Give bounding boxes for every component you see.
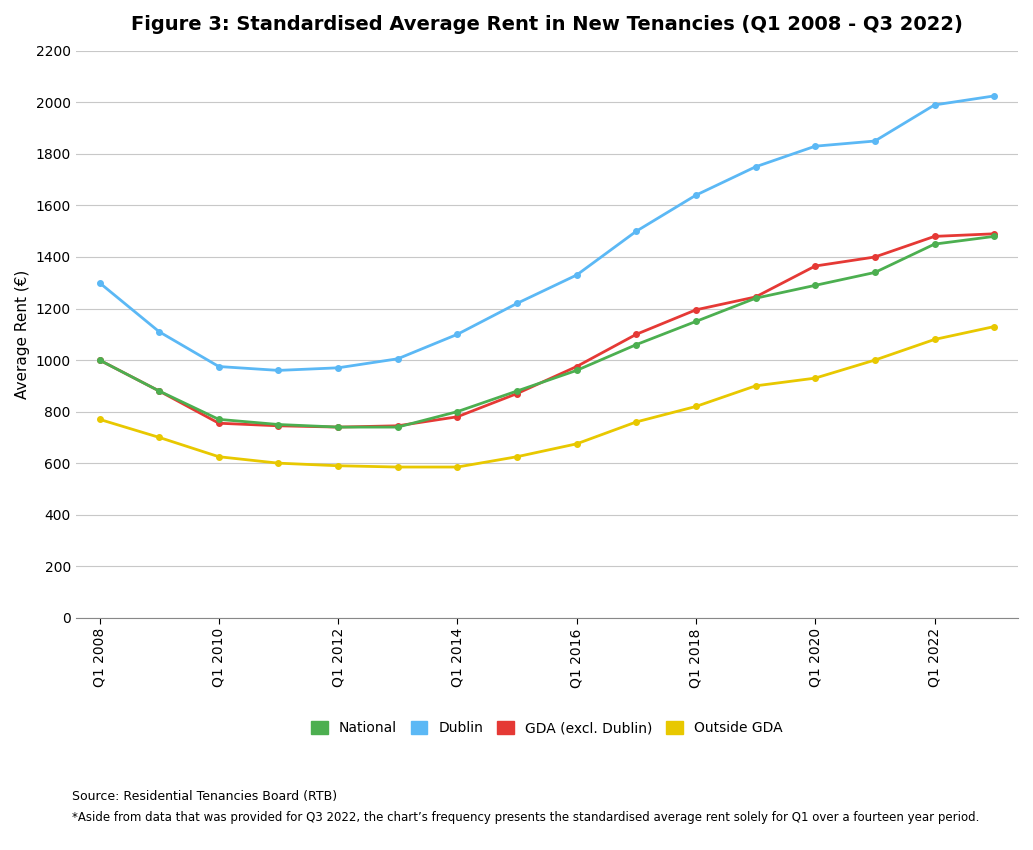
Line: Dublin: Dublin — [97, 94, 997, 373]
Dublin — [929, 99, 941, 110]
Outside GDA — [929, 334, 941, 344]
Dublin — [273, 366, 285, 376]
Dublin — [869, 136, 881, 146]
GDA (excl. Dublin) — [451, 411, 464, 422]
Outside GDA — [749, 381, 761, 391]
National — [510, 386, 523, 396]
National — [570, 366, 583, 376]
GDA (excl. Dublin) — [153, 386, 165, 396]
National — [153, 386, 165, 396]
Dublin — [510, 298, 523, 309]
Outside GDA — [451, 462, 464, 472]
Dublin — [630, 226, 643, 236]
GDA (excl. Dublin) — [929, 231, 941, 241]
Y-axis label: Average Rent (€): Average Rent (€) — [15, 269, 30, 399]
Dublin — [392, 354, 404, 364]
GDA (excl. Dublin) — [749, 292, 761, 302]
GDA (excl. Dublin) — [392, 421, 404, 431]
Outside GDA — [988, 321, 1000, 332]
Text: Source: Residential Tenancies Board (RTB): Source: Residential Tenancies Board (RTB… — [72, 790, 338, 803]
Dublin — [332, 363, 344, 373]
GDA (excl. Dublin) — [510, 388, 523, 399]
GDA (excl. Dublin) — [809, 261, 821, 271]
National — [869, 268, 881, 278]
GDA (excl. Dublin) — [332, 422, 344, 432]
Line: GDA (excl. Dublin): GDA (excl. Dublin) — [97, 231, 997, 430]
Dublin — [690, 190, 702, 201]
Dublin — [988, 91, 1000, 101]
GDA (excl. Dublin) — [630, 329, 643, 339]
Dublin — [451, 329, 464, 339]
Outside GDA — [273, 458, 285, 468]
Outside GDA — [570, 439, 583, 449]
GDA (excl. Dublin) — [988, 229, 1000, 239]
Text: *Aside from data that was provided for Q3 2022, the chart’s frequency presents t: *Aside from data that was provided for Q… — [72, 812, 979, 824]
National — [929, 239, 941, 249]
Title: Figure 3: Standardised Average Rent in New Tenancies (Q1 2008 - Q3 2022): Figure 3: Standardised Average Rent in N… — [131, 15, 963, 34]
Outside GDA — [690, 401, 702, 411]
Dublin — [749, 162, 761, 172]
Dublin — [93, 278, 105, 288]
National — [332, 422, 344, 432]
Outside GDA — [869, 355, 881, 366]
Dublin — [809, 141, 821, 151]
Dublin — [570, 270, 583, 280]
Outside GDA — [153, 433, 165, 443]
Outside GDA — [93, 414, 105, 424]
Outside GDA — [510, 451, 523, 462]
National — [273, 419, 285, 429]
GDA (excl. Dublin) — [690, 305, 702, 315]
National — [93, 355, 105, 366]
Outside GDA — [332, 461, 344, 471]
National — [749, 293, 761, 303]
National — [392, 422, 404, 432]
GDA (excl. Dublin) — [213, 418, 225, 428]
National — [630, 339, 643, 349]
Outside GDA — [809, 373, 821, 383]
National — [213, 414, 225, 424]
Outside GDA — [213, 451, 225, 462]
GDA (excl. Dublin) — [869, 252, 881, 262]
GDA (excl. Dublin) — [93, 355, 105, 366]
Dublin — [213, 361, 225, 371]
National — [451, 406, 464, 416]
GDA (excl. Dublin) — [273, 421, 285, 431]
National — [988, 231, 1000, 241]
Dublin — [153, 326, 165, 337]
National — [809, 280, 821, 291]
Line: Outside GDA: Outside GDA — [97, 324, 997, 470]
National — [690, 316, 702, 326]
Line: National: National — [97, 234, 997, 430]
Outside GDA — [392, 462, 404, 472]
GDA (excl. Dublin) — [570, 361, 583, 371]
Outside GDA — [630, 416, 643, 427]
Legend: National, Dublin, GDA (excl. Dublin), Outside GDA: National, Dublin, GDA (excl. Dublin), Ou… — [311, 721, 783, 735]
